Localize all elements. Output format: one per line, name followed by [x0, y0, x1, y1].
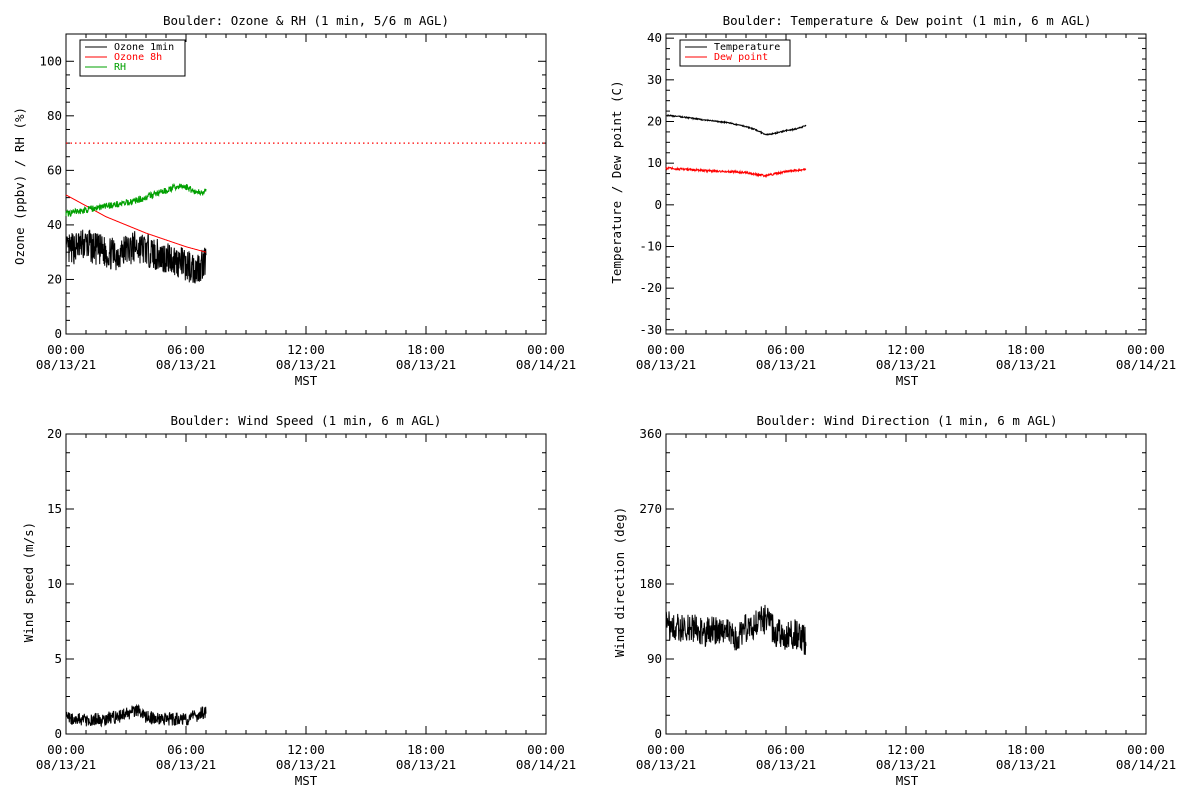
y-tick-label: 0 — [54, 326, 62, 341]
y-tick-label: 270 — [639, 501, 662, 516]
x-tick-date-label: 08/13/21 — [756, 757, 816, 772]
y-tick-label: 10 — [647, 155, 662, 170]
x-tick-date-label: 08/13/21 — [876, 757, 936, 772]
y-tick-label: 40 — [647, 30, 662, 45]
y-tick-label: 5 — [54, 651, 62, 666]
x-axis-label: MST — [295, 773, 318, 788]
wind-speed-chart: Boulder: Wind Speed (1 min, 6 m AGL) Win… — [21, 413, 576, 788]
x-tick-date-label: 08/13/21 — [36, 357, 96, 372]
x-tick-date-label: 08/13/21 — [996, 757, 1056, 772]
legend-box — [679, 39, 791, 67]
legend-box — [79, 39, 186, 77]
wind-direction-chart: Boulder: Wind Direction (1 min, 6 m AGL)… — [612, 413, 1176, 788]
x-tick-time-label: 00:00 — [47, 742, 85, 757]
x-tick-date-label: 08/13/21 — [156, 357, 216, 372]
legend-entry: Ozone 8h — [114, 52, 162, 63]
x-tick-date-label: 08/13/21 — [996, 357, 1056, 372]
x-tick-time-label: 12:00 — [887, 342, 925, 357]
x-tick-time-label: 06:00 — [767, 342, 805, 357]
x-tick-date-label: 08/13/21 — [396, 757, 456, 772]
x-tick-time-label: 12:00 — [287, 742, 325, 757]
series-line — [65, 229, 207, 284]
legend-entry: Ozone 1min — [114, 42, 174, 53]
y-tick-label: 30 — [647, 72, 662, 87]
x-tick-date-label: 08/13/21 — [156, 757, 216, 772]
series-line — [65, 182, 207, 217]
y-tick-label: 100 — [39, 53, 62, 68]
x-tick-time-label: 00:00 — [1127, 742, 1165, 757]
series-line — [665, 604, 807, 655]
ozone-rh-chart: Boulder: Ozone & RH (1 min, 5/6 m AGL) O… — [12, 13, 576, 388]
x-tick-date-label: 08/13/21 — [276, 757, 336, 772]
y-axis-label: Wind direction (deg) — [612, 507, 627, 658]
y-tick-label: 180 — [639, 576, 662, 591]
y-tick-label: 360 — [639, 426, 662, 441]
x-tick-time-label: 06:00 — [167, 742, 205, 757]
x-axis-label: MST — [896, 373, 919, 388]
x-tick-time-label: 18:00 — [407, 342, 445, 357]
y-tick-label: 20 — [47, 271, 62, 286]
x-tick-time-label: 00:00 — [647, 342, 685, 357]
y-tick-label: 20 — [47, 426, 62, 441]
x-axis-label: MST — [295, 373, 318, 388]
x-tick-time-label: 18:00 — [1007, 342, 1045, 357]
x-tick-date-label: 08/13/21 — [636, 757, 696, 772]
y-tick-label: -10 — [639, 239, 662, 254]
chart-title: Boulder: Wind Direction (1 min, 6 m AGL) — [756, 413, 1057, 428]
chart-title: Boulder: Wind Speed (1 min, 6 m AGL) — [171, 413, 442, 428]
x-tick-time-label: 12:00 — [287, 342, 325, 357]
x-tick-time-label: 12:00 — [887, 742, 925, 757]
y-tick-label: -20 — [639, 280, 662, 295]
x-tick-date-label: 08/14/21 — [1116, 757, 1176, 772]
y-tick-label: 0 — [54, 726, 62, 741]
x-tick-date-label: 08/14/21 — [516, 757, 576, 772]
series-line — [665, 166, 807, 179]
y-axis-label: Ozone (ppbv) / RH (%) — [12, 107, 27, 265]
x-tick-time-label: 00:00 — [47, 342, 85, 357]
y-tick-label: 0 — [654, 197, 662, 212]
y-axis-label: Wind speed (m/s) — [21, 522, 36, 642]
y-tick-label: 80 — [47, 108, 62, 123]
x-tick-time-label: 06:00 — [767, 742, 805, 757]
x-tick-time-label: 18:00 — [407, 742, 445, 757]
chart-title: Boulder: Ozone & RH (1 min, 5/6 m AGL) — [163, 13, 449, 28]
y-tick-label: 40 — [47, 217, 62, 232]
x-tick-date-label: 08/13/21 — [636, 357, 696, 372]
x-tick-date-label: 08/13/21 — [876, 357, 936, 372]
y-tick-label: 15 — [47, 501, 62, 516]
x-tick-date-label: 08/13/21 — [36, 757, 96, 772]
x-tick-date-label: 08/14/21 — [1116, 357, 1176, 372]
y-tick-label: 10 — [47, 576, 62, 591]
y-tick-label: 60 — [47, 162, 62, 177]
series-line — [665, 114, 807, 136]
legend-entry: RH — [114, 62, 126, 73]
temperature-dewpoint-chart: Boulder: Temperature & Dew point (1 min,… — [609, 13, 1176, 388]
x-tick-date-label: 08/14/21 — [516, 357, 576, 372]
x-tick-time-label: 00:00 — [527, 342, 565, 357]
y-tick-label: 90 — [647, 651, 662, 666]
legend-entry: Temperature — [714, 42, 780, 53]
x-tick-time-label: 00:00 — [647, 742, 685, 757]
x-tick-date-label: 08/13/21 — [276, 357, 336, 372]
x-tick-date-label: 08/13/21 — [396, 357, 456, 372]
y-tick-label: -30 — [639, 322, 662, 337]
x-axis-label: MST — [896, 773, 919, 788]
series-line — [65, 703, 207, 728]
y-tick-label: 0 — [654, 726, 662, 741]
y-tick-label: 20 — [647, 114, 662, 129]
legend-entry: Dew point — [714, 52, 768, 63]
x-tick-time-label: 18:00 — [1007, 742, 1045, 757]
x-tick-time-label: 00:00 — [1127, 342, 1165, 357]
x-tick-date-label: 08/13/21 — [756, 357, 816, 372]
x-tick-time-label: 00:00 — [527, 742, 565, 757]
y-axis-label: Temperature / Dew point (C) — [609, 80, 624, 283]
x-tick-time-label: 06:00 — [167, 342, 205, 357]
chart-title: Boulder: Temperature & Dew point (1 min,… — [723, 13, 1092, 28]
